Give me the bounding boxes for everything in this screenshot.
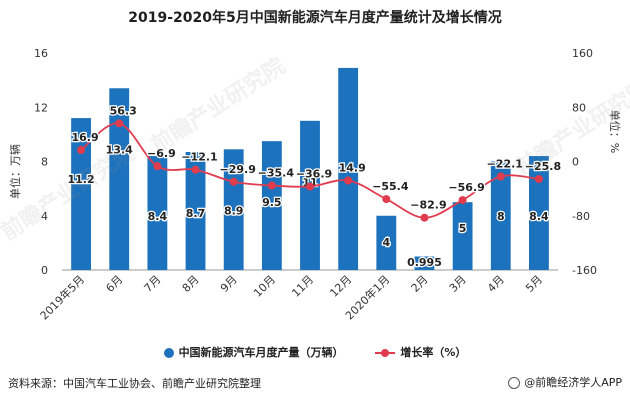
bar: [338, 67, 359, 270]
growth-point: [267, 181, 276, 190]
y-tick-right: 0: [572, 156, 579, 169]
bar: [261, 141, 282, 270]
bar: [376, 215, 397, 270]
growth-point: [306, 182, 314, 191]
y-axis-label-left: 单位：万辆: [8, 144, 22, 199]
x-tick-label: 6月: [103, 273, 125, 295]
bar-value-label: 8: [497, 210, 505, 223]
growth-value-label: −12.1: [181, 151, 217, 164]
x-tick-label: 5月: [523, 273, 545, 295]
growth-point: [77, 146, 86, 155]
bar-value-label: 8.7: [186, 207, 206, 220]
x-tick-label: 7月: [142, 273, 164, 295]
y-tick-left: 0: [41, 264, 48, 277]
growth-point: [191, 165, 200, 174]
x-tick-label: 12月: [327, 273, 354, 300]
y-axis-label-right: 单位：%: [608, 110, 622, 153]
legend-item-growth: 增长率（%）: [375, 344, 466, 360]
bar: [185, 152, 206, 270]
bar-value-label: 4: [382, 236, 390, 249]
bar-value-label: 0.995: [407, 256, 442, 269]
x-tick-label: 3月: [447, 273, 469, 295]
growth-value-label: −82.9: [410, 199, 446, 212]
growth-point: [420, 213, 429, 222]
growth-value-label: −22.1: [487, 157, 523, 170]
growth-point: [153, 162, 162, 171]
x-tick-label: 2月: [409, 273, 431, 295]
source-note: 资料来源：中国汽车工业协会、前瞻产业研究院整理: [8, 377, 261, 390]
growth-point: [115, 119, 124, 128]
legend-bar-swatch: [163, 348, 174, 358]
growth-value-label: −36.9: [296, 168, 332, 181]
brand-text: @前瞻经济学人APP: [524, 376, 622, 389]
growth-value-label: −29.9: [220, 163, 256, 176]
legend-line-label: 增长率（%）: [400, 346, 467, 359]
growth-value-label: −55.4: [372, 180, 409, 193]
bar-value-label: 9.5: [262, 196, 282, 209]
brand-mark: @前瞻经济学人APP: [508, 374, 622, 390]
bar: [490, 161, 511, 270]
growth-value-label: −35.4: [258, 167, 295, 180]
bar-value-label: 8.9: [224, 204, 244, 217]
growth-value-label: 16.9: [72, 131, 99, 144]
y-tick-right: 80: [572, 101, 586, 114]
x-tick-label: 4月: [485, 273, 507, 295]
legend-bar-label: 中国新能源汽车月度产量（万辆）: [178, 346, 344, 359]
y-tick-right: -160: [572, 264, 597, 277]
growth-point: [344, 176, 353, 185]
y-tick-right: 160: [572, 47, 593, 60]
bar: [414, 256, 435, 270]
bar-value-label: 8.4: [148, 210, 168, 223]
brand-logo-icon: [508, 377, 521, 389]
legend-item-production: 中国新能源汽车月度产量（万辆）: [163, 344, 344, 360]
x-tick-label: 8月: [180, 273, 202, 295]
growth-value-label: 14.9: [339, 161, 366, 174]
growth-point: [496, 172, 505, 181]
bar: [71, 118, 91, 270]
bar: [529, 156, 549, 270]
bar: [147, 156, 168, 270]
legend-line-swatch: [375, 348, 396, 358]
bar: [452, 202, 473, 270]
chart-legend: 中国新能源汽车月度产量（万辆） 增长率（%）: [0, 344, 630, 360]
bar-value-label: 11.2: [68, 173, 95, 186]
growth-point: [382, 195, 391, 204]
bar: [109, 88, 130, 270]
y-tick-right: -80: [572, 210, 590, 223]
x-tick-label: 11月: [289, 273, 316, 300]
y-tick-left: 12: [34, 101, 48, 114]
growth-value-label: −56.9: [448, 181, 484, 194]
chart-title: 2019-2020年5月中国新能源汽车月度产量统计及增长情况: [128, 10, 502, 26]
growth-point: [534, 174, 543, 183]
x-tick-label: 10月: [251, 273, 278, 300]
growth-value-label: 56.3: [110, 104, 137, 117]
bar: [223, 149, 244, 270]
growth-point: [229, 177, 238, 186]
x-tick-label: 9月: [218, 273, 240, 295]
bar-value-label: 5: [459, 222, 467, 235]
x-tick-label: 2019年5月: [37, 272, 87, 322]
bar-value-label: 8.4: [529, 210, 549, 223]
bar: [300, 120, 320, 270]
growth-value-label: −6.9: [147, 147, 176, 160]
y-tick-left: 4: [41, 210, 48, 223]
y-tick-left: 8: [41, 156, 48, 169]
y-tick-left: 16: [34, 47, 48, 60]
bar-value-label: 13.4: [106, 143, 133, 156]
growth-point: [458, 196, 467, 205]
growth-value-label: −25.8: [525, 160, 561, 173]
